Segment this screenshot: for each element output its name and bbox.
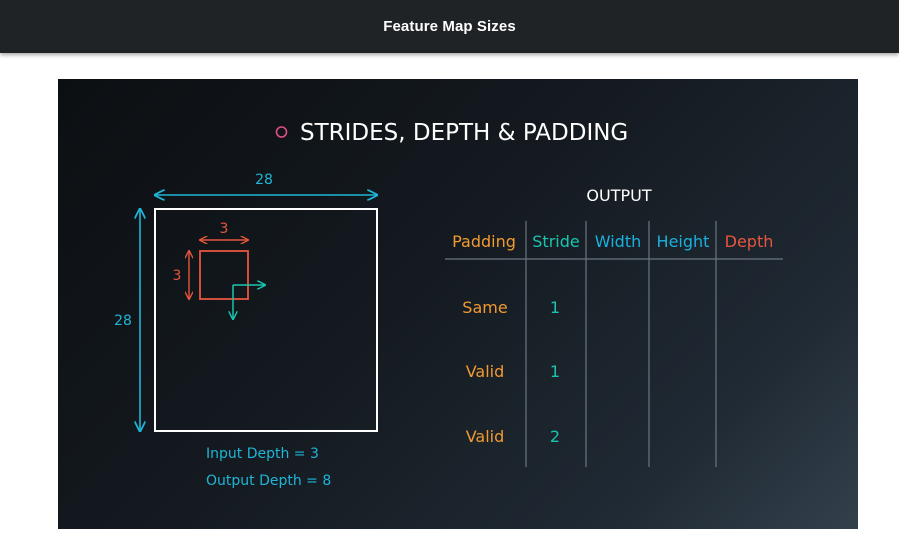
input-height-label: 28 bbox=[114, 313, 132, 329]
cell-stride: 1 bbox=[550, 362, 560, 381]
lesson-slide: STRIDES, DEPTH & PADDING 28 28 3 3 Input… bbox=[58, 79, 858, 529]
title-bullet-icon bbox=[275, 126, 288, 138]
header-depth: Depth bbox=[725, 232, 774, 251]
input-volume-box bbox=[154, 208, 378, 432]
cell-padding: Valid bbox=[466, 362, 505, 381]
input-width-label: 28 bbox=[255, 172, 273, 188]
cell-stride: 2 bbox=[550, 427, 560, 446]
slide-canvas: STRIDES, DEPTH & PADDING 28 28 3 3 Input… bbox=[114, 120, 783, 489]
header-stride: Stride bbox=[532, 232, 579, 251]
header-width: Width bbox=[595, 232, 641, 251]
cell-padding: Valid bbox=[466, 427, 505, 446]
table-row: Valid 2 bbox=[466, 427, 560, 446]
input-depth-label: Input Depth = 3 bbox=[206, 446, 319, 462]
page-title: Feature Map Sizes bbox=[383, 18, 516, 35]
header-height: Height bbox=[657, 232, 710, 251]
top-bar: Feature Map Sizes bbox=[0, 0, 899, 53]
slide-title: STRIDES, DEPTH & PADDING bbox=[300, 120, 628, 146]
filter-width-label: 3 bbox=[220, 221, 229, 237]
table-row: Valid 1 bbox=[466, 362, 560, 381]
cell-stride: 1 bbox=[550, 298, 560, 317]
cell-padding: Same bbox=[462, 298, 507, 317]
output-depth-label: Output Depth = 8 bbox=[206, 473, 331, 489]
filter-height-label: 3 bbox=[173, 268, 182, 284]
table-caption: OUTPUT bbox=[586, 186, 651, 205]
header-padding: Padding bbox=[452, 232, 516, 251]
table-row: Same 1 bbox=[462, 298, 560, 317]
filter-box bbox=[199, 250, 249, 300]
